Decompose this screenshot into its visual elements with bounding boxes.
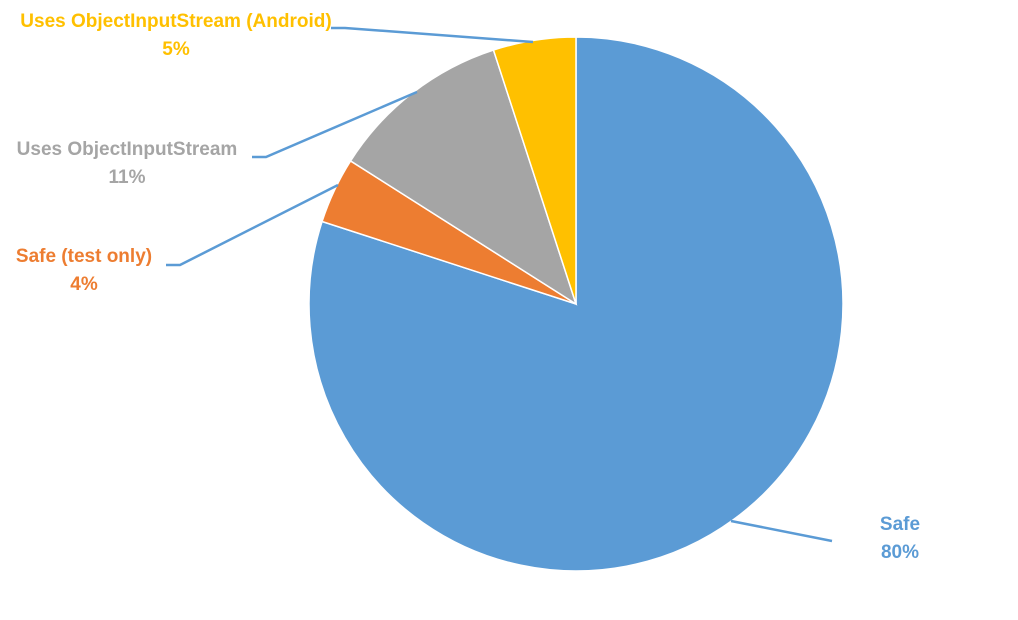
slice-value-label-3: 5% <box>162 39 190 60</box>
leader-line-3 <box>331 26 534 44</box>
leader-line-1 <box>166 183 339 267</box>
pie-slice-3 <box>492 36 577 305</box>
leader-line-0 <box>730 519 833 543</box>
leader-line-2 <box>252 90 418 159</box>
slice-value-label-0: 80% <box>881 542 919 563</box>
slice-label-1: Safe (test only) <box>16 246 152 267</box>
slice-value-label-2: 11% <box>109 167 146 188</box>
slice-label-2: Uses ObjectInputStream <box>17 139 238 160</box>
slice-label-3: Uses ObjectInputStream (Android) <box>20 11 331 32</box>
slice-label-0: Safe <box>880 514 920 535</box>
slice-value-label-1: 4% <box>70 274 98 295</box>
